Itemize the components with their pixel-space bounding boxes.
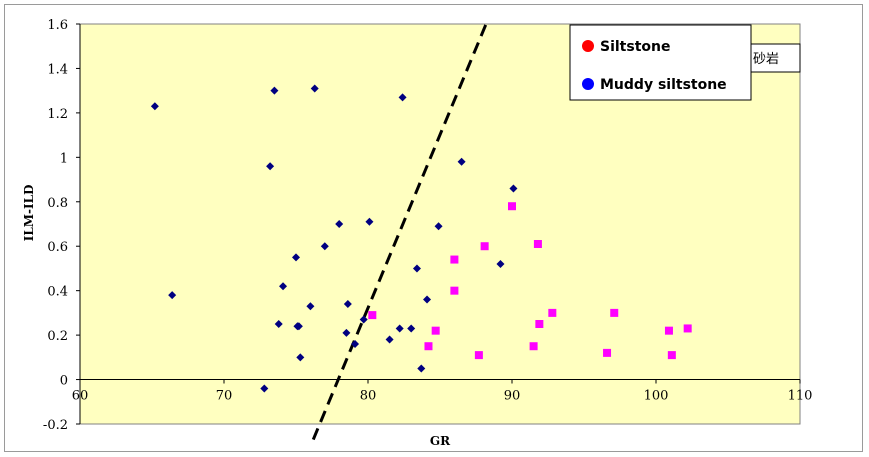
data-point-diamond: [292, 253, 300, 262]
y-tick-label: 1.2: [47, 107, 68, 122]
y-tick-label: 0.2: [47, 329, 68, 344]
legend-marker-siltstone: [582, 40, 594, 52]
data-point-square: [450, 255, 459, 264]
data-point-square: [533, 240, 542, 248]
data-point-square: [508, 202, 516, 211]
y-tick-label: 0: [60, 374, 68, 389]
legend-marker-muddy-siltstone: [582, 78, 594, 90]
data-point-square: [529, 342, 538, 351]
y-tick-label: 1.4: [47, 62, 68, 77]
data-point-square: [368, 311, 377, 320]
data-point-diamond: [395, 324, 404, 333]
data-point-diamond: [294, 322, 303, 331]
data-point-square: [603, 348, 612, 357]
data-point-diamond: [306, 302, 315, 311]
data-point-diamond: [359, 315, 368, 324]
data-point-square: [667, 351, 676, 360]
data-point-diamond: [351, 340, 360, 348]
data-point-diamond: [279, 282, 288, 291]
data-point-square: [548, 308, 557, 317]
y-tick-label: 1.6: [47, 18, 68, 33]
data-point-square: [480, 242, 489, 251]
data-point-diamond: [296, 353, 305, 362]
y-axis-title: ILM-ILD: [22, 184, 36, 241]
data-point-diamond: [150, 102, 159, 111]
data-point-square: [450, 286, 459, 295]
data-point-square: [431, 326, 440, 335]
data-point-square: [474, 351, 483, 360]
x-tick-label: 60: [72, 389, 89, 404]
x-tick-label: 90: [504, 389, 521, 404]
data-point-square: [664, 326, 673, 335]
data-point-diamond: [260, 384, 269, 393]
x-tick-label: 110: [788, 389, 813, 404]
y-tick-label: 0.4: [47, 285, 68, 300]
x-tick-label: 80: [360, 389, 377, 404]
annotation-box-frame: [750, 43, 801, 73]
y-tick-label: 0.6: [47, 240, 68, 255]
data-point-diamond: [412, 264, 421, 273]
data-point-diamond: [335, 220, 344, 228]
data-point-diamond: [509, 184, 518, 193]
y-tick-label: 0.8: [47, 196, 68, 211]
legend-box: [569, 24, 752, 101]
data-point-diamond: [270, 86, 279, 95]
x-tick-label: 70: [216, 389, 233, 404]
data-point-diamond: [417, 364, 426, 373]
data-point-diamond: [342, 328, 351, 337]
data-point-square: [683, 324, 692, 333]
data-point-square: [424, 342, 433, 351]
data-point-diamond: [320, 242, 329, 251]
data-point-diamond: [168, 291, 177, 300]
annotation-label: 砂岩: [753, 52, 779, 67]
legend-label-siltstone: Siltstone: [600, 39, 670, 55]
legend: Siltstone Muddy siltstone: [569, 24, 752, 101]
data-point-diamond: [266, 162, 275, 171]
data-point-square: [610, 308, 619, 317]
data-point-diamond: [274, 320, 283, 328]
data-point-diamond: [365, 217, 374, 226]
data-point-diamond: [398, 93, 407, 102]
data-point-diamond: [407, 324, 416, 333]
data-point-diamond: [310, 84, 319, 93]
x-axis-title: GR: [430, 434, 451, 448]
y-tick-label: 1: [60, 151, 68, 166]
data-point-diamond: [434, 222, 443, 231]
legend-label-muddy-siltstone: Muddy siltstone: [600, 77, 727, 93]
data-point-diamond: [457, 157, 466, 166]
data-point-diamond: [496, 260, 505, 268]
y-tick-label: -0.2: [43, 418, 68, 433]
data-point-diamond: [385, 335, 394, 344]
annotation-box: 砂岩: [750, 43, 801, 73]
data-point-diamond: [423, 295, 432, 304]
data-point-diamond: [343, 300, 352, 308]
x-tick-label: 100: [644, 389, 669, 404]
data-point-square: [535, 320, 544, 328]
